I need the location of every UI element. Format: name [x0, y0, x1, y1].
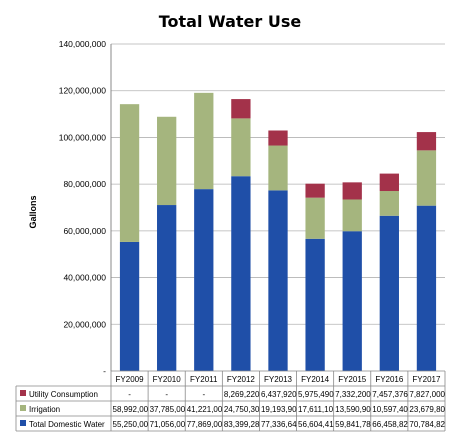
y-tick-labels: - 20,000,000 40,000,000 60,000,000 80,000,00… [59, 39, 107, 376]
bar-segment [342, 199, 362, 232]
category-label: FY2014 [301, 375, 330, 384]
y-axis-label: Gallons [28, 195, 38, 228]
y-tick-label: 120,000,000 [59, 86, 107, 96]
legend-label: Irrigation [29, 405, 60, 414]
data-table-value: 58,992,00 [113, 405, 149, 414]
data-table-value: 41,221,00 [187, 405, 223, 414]
bar-segment [194, 92, 214, 190]
category-label: FY2016 [375, 375, 404, 384]
bar-segment [268, 130, 288, 146]
data-table-value: 71,056,00 [150, 420, 186, 429]
data-table-value: 70,784,82 [409, 420, 445, 429]
data-table-value: 37,785,00 [150, 405, 186, 414]
data-table-value: 7,827,000 [409, 390, 445, 399]
bar-segment [231, 176, 251, 371]
bar-segment [157, 205, 177, 371]
data-table-value: - [128, 390, 131, 399]
bar-segment [231, 118, 251, 177]
y-tick-label: 40,000,000 [63, 273, 106, 283]
bar-segment [305, 183, 325, 198]
bar-segment [268, 190, 288, 371]
bar-segment [379, 191, 399, 216]
bar-segment [305, 197, 325, 239]
data-table-value: 83,399,28 [224, 420, 260, 429]
legend-label: Utility Consumption [29, 390, 98, 399]
data-table-value: 7,457,376 [372, 390, 408, 399]
category-label: FY2017 [412, 375, 441, 384]
y-tick-label: 140,000,000 [59, 39, 107, 49]
bar-segment [342, 231, 362, 371]
data-table-value: 10,597,40 [372, 405, 408, 414]
data-table-value: 8,269,220 [224, 390, 260, 399]
bar-segment [157, 116, 177, 206]
bar-segment [416, 150, 437, 206]
legend-swatch [20, 420, 26, 426]
category-label: FY2015 [338, 375, 367, 384]
category-label: FY2011 [190, 375, 218, 384]
bars [119, 92, 437, 371]
chart-title: Total Water Use [159, 12, 302, 31]
bar-segment [305, 238, 325, 371]
data-table-value: 17,611,10 [298, 405, 334, 414]
category-label: FY2012 [227, 375, 256, 384]
bar-segment [194, 189, 214, 371]
category-label: FY2009 [116, 375, 145, 384]
data-table-value: 5,975,490 [298, 390, 334, 399]
y-tick-label: 100,000,000 [59, 132, 107, 142]
data-table-value: 66,458,82 [372, 420, 408, 429]
bar-segment [119, 241, 140, 371]
legend-swatch [20, 405, 26, 411]
y-tick-label: - [103, 366, 106, 376]
data-table-value: 55,250,00 [113, 420, 149, 429]
bar-segment [416, 205, 437, 371]
data-table-value: 59,841,78 [335, 420, 371, 429]
legend-label: Total Domestic Water [29, 420, 105, 429]
data-table-value: - [165, 390, 168, 399]
y-tick-label: 60,000,000 [63, 226, 106, 236]
data-table: FY2009 FY2010 FY2011 FY2012 FY2013 FY2014 FY20… [15, 370, 446, 432]
data-table-value: 7,332,200 [335, 390, 371, 399]
legend-swatch [20, 390, 26, 396]
data-table-value: 77,336,64 [261, 420, 297, 429]
category-label: FY2013 [264, 375, 293, 384]
data-table-value: 24,750,30 [224, 405, 260, 414]
y-tick-label: 20,000,000 [63, 319, 106, 329]
category-label: FY2010 [153, 375, 182, 384]
data-table-value: 13,590,90 [335, 405, 371, 414]
y-tick-label: 80,000,000 [63, 179, 106, 189]
data-table-value: 56,604,41 [298, 420, 334, 429]
data-table-value: 19,193,90 [261, 405, 297, 414]
data-table-value: - [202, 390, 205, 399]
data-table-value: 77,869,00 [187, 420, 223, 429]
data-table-value: 6,437,920 [261, 390, 297, 399]
bar-segment [268, 145, 288, 191]
bar-segment [231, 99, 251, 119]
bar-segment [379, 173, 399, 192]
bar-segment [119, 104, 140, 242]
bar-segment [342, 182, 362, 200]
bar-segment [379, 215, 399, 371]
data-table-value: 23,679,80 [409, 405, 445, 414]
bar-segment [416, 132, 437, 151]
